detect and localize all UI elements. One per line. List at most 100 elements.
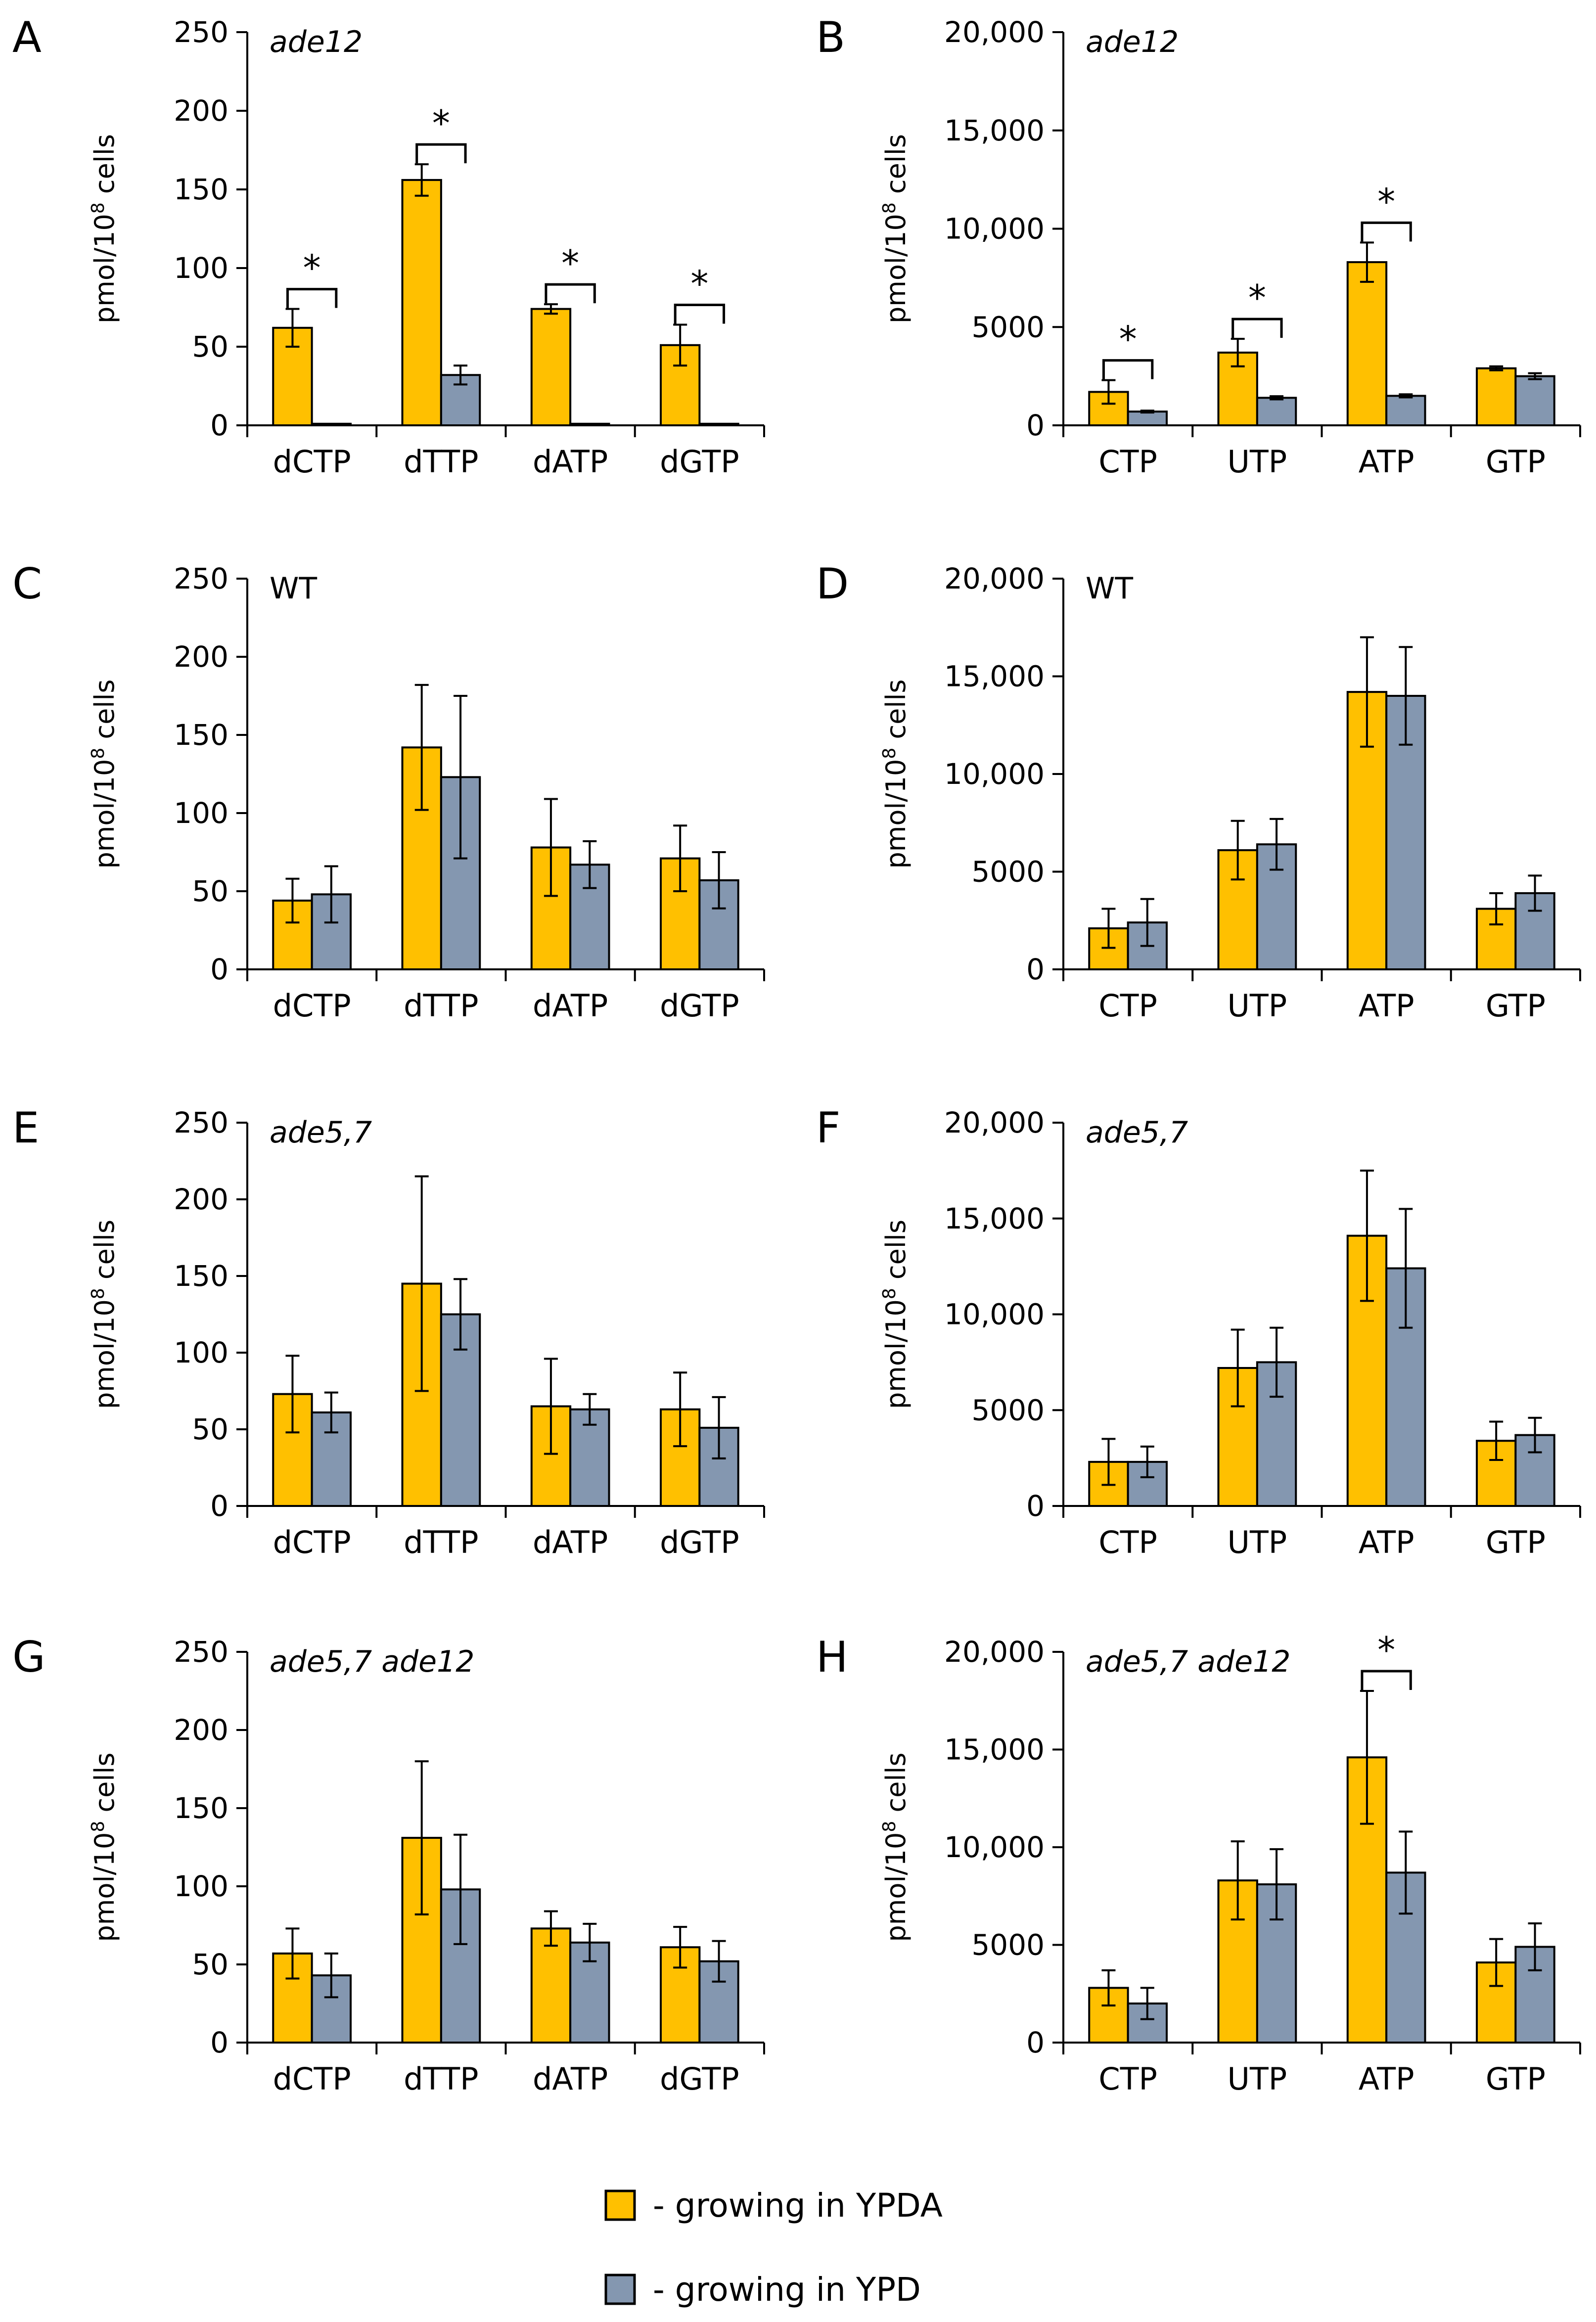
y-tick-label: 200	[174, 640, 228, 674]
panel-letter: H	[816, 1633, 848, 1682]
bar-ypd	[311, 422, 352, 427]
y-tick-label: 200	[174, 94, 228, 128]
x-category-label: ATP	[1359, 444, 1414, 480]
strain-label: ade5,7 ade12	[270, 1644, 474, 1679]
x-category-label: UTP	[1228, 444, 1287, 480]
y-tick-label: 150	[174, 1259, 228, 1293]
x-category-label: dATP	[533, 988, 608, 1024]
x-category-label: dGTP	[660, 444, 739, 480]
y-tick-label: 15,000	[944, 1733, 1045, 1767]
y-tick-label: 100	[174, 1869, 228, 1903]
x-category-label: dCTP	[273, 2061, 351, 2097]
legend-label-ypda: - growing in YPDA	[653, 2186, 943, 2225]
significance-star: *	[1119, 319, 1137, 360]
x-category-label: UTP	[1228, 988, 1287, 1024]
x-category-label: CTP	[1098, 1524, 1157, 1560]
y-tick-label: 100	[174, 1336, 228, 1369]
legend-label-ypd: - growing in YPD	[653, 2271, 921, 2309]
significance-star: *	[561, 242, 579, 284]
y-tick-label: 50	[192, 330, 228, 364]
x-category-label: dATP	[533, 2061, 608, 2097]
y-tick-label: 50	[192, 1948, 228, 1981]
y-tick-label: 200	[174, 1713, 228, 1747]
significance-star: *	[432, 102, 450, 144]
bar-ypda	[530, 308, 572, 426]
x-category-label: dTTP	[404, 2061, 478, 2097]
y-tick-label: 200	[174, 1183, 228, 1216]
significance-star: *	[1377, 181, 1395, 222]
y-axis-label: pmol/108 cells	[879, 680, 912, 869]
strain-label: ade5,7 ade12	[1086, 1644, 1290, 1679]
x-category-label: GTP	[1486, 2061, 1546, 2097]
y-tick-label: 5000	[971, 855, 1045, 889]
x-category-label: dGTP	[660, 1524, 739, 1560]
panel-letter: F	[816, 1103, 840, 1153]
bar-ypda	[272, 899, 313, 970]
y-tick-label: 250	[174, 562, 228, 595]
y-tick-label: 250	[174, 1106, 228, 1139]
bar-ypd	[698, 422, 739, 427]
y-tick-label: 50	[192, 1412, 228, 1446]
significance-bracket	[1231, 318, 1283, 338]
bar-ypd	[1514, 375, 1555, 426]
strain-label: WT	[270, 571, 317, 606]
legend-swatch-ypda	[604, 2189, 636, 2221]
y-tick-label: 0	[1026, 409, 1045, 442]
y-tick-label: 10,000	[944, 757, 1045, 791]
significance-star: *	[690, 263, 708, 304]
x-category-label: dTTP	[404, 1524, 478, 1560]
x-category-label: dATP	[533, 444, 608, 480]
y-tick-label: 20,000	[944, 1106, 1045, 1139]
y-tick-label: 0	[210, 953, 228, 986]
bar-ypd	[1256, 397, 1297, 426]
panel-letter: G	[12, 1633, 46, 1682]
y-tick-label: 150	[174, 173, 228, 206]
x-category-label: GTP	[1486, 1524, 1546, 1560]
y-tick-label: 100	[174, 796, 228, 830]
y-tick-label: 10,000	[944, 1830, 1045, 1864]
panel-letter: C	[12, 559, 42, 609]
bar-ypda	[530, 1405, 572, 1507]
significance-star: *	[1248, 277, 1266, 319]
x-category-label: ATP	[1359, 988, 1414, 1024]
y-tick-label: 20,000	[944, 15, 1045, 49]
strain-label: ade5,7	[1086, 1115, 1188, 1150]
x-category-label: CTP	[1098, 2061, 1157, 2097]
x-category-label: UTP	[1228, 1524, 1287, 1560]
significance-bracket	[1102, 359, 1154, 379]
x-category-label: dGTP	[660, 988, 739, 1024]
significance-bracket	[286, 288, 338, 308]
panel-letter: D	[816, 559, 849, 609]
y-axis-label: pmol/108 cells	[879, 1753, 912, 1942]
legend-swatch-ypd	[604, 2274, 636, 2305]
significance-bracket	[415, 143, 467, 164]
significance-bracket	[545, 283, 596, 304]
x-category-label: dTTP	[404, 988, 478, 1024]
bar-ypd	[1385, 395, 1426, 426]
x-category-label: CTP	[1098, 988, 1157, 1024]
x-category-label: CTP	[1098, 444, 1157, 480]
y-tick-label: 100	[174, 251, 228, 285]
y-tick-label: 10,000	[944, 212, 1045, 246]
significance-bracket	[1361, 221, 1412, 242]
x-category-label: dCTP	[273, 1524, 351, 1560]
x-category-label: dGTP	[660, 2061, 739, 2097]
significance-bracket	[1361, 1670, 1412, 1690]
significance-star: *	[1377, 1629, 1395, 1671]
y-axis-label: pmol/108 cells	[879, 1220, 912, 1409]
y-tick-label: 0	[210, 409, 228, 442]
y-tick-label: 0	[1026, 953, 1045, 986]
y-axis-label: pmol/108 cells	[879, 134, 912, 323]
y-tick-label: 250	[174, 1635, 228, 1669]
y-axis-label: pmol/108 cells	[88, 1753, 120, 1942]
bar-ypda	[401, 179, 442, 426]
x-category-label: ATP	[1359, 2061, 1414, 2097]
bar-ypd	[1256, 1883, 1297, 2044]
y-tick-label: 150	[174, 1791, 228, 1825]
